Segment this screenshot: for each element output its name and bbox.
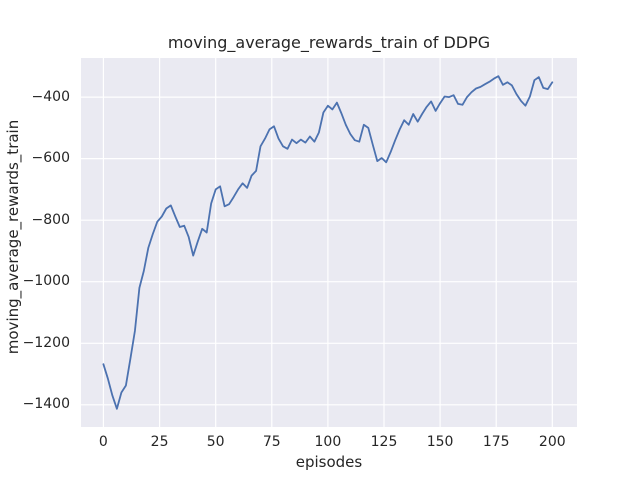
plot-area [81, 58, 577, 427]
x-tick-label: 25 [150, 434, 169, 450]
y-tick-label: −800 [31, 211, 70, 228]
x-axis-label: episodes [295, 453, 363, 471]
x-tick-label: 0 [98, 434, 108, 450]
x-tick-label: 175 [482, 434, 510, 450]
series-line-moving-average-rewards [102, 75, 554, 410]
y-tick-label: −400 [31, 88, 70, 105]
x-tick-label: 75 [262, 434, 281, 450]
y-tick-label: −600 [31, 150, 70, 167]
chart-title: moving_average_rewards_train of DDPG [167, 33, 491, 52]
y-tick-label: −1400 [22, 396, 70, 413]
x-tick-label: 150 [426, 434, 454, 450]
y-tick-label: −1200 [22, 334, 70, 351]
x-tick-label: 100 [314, 434, 342, 450]
x-tick-label: 50 [206, 434, 225, 450]
x-tick-label: 125 [370, 434, 398, 450]
y-tick-label: −1000 [22, 273, 70, 290]
x-tick-label: 200 [538, 434, 566, 450]
